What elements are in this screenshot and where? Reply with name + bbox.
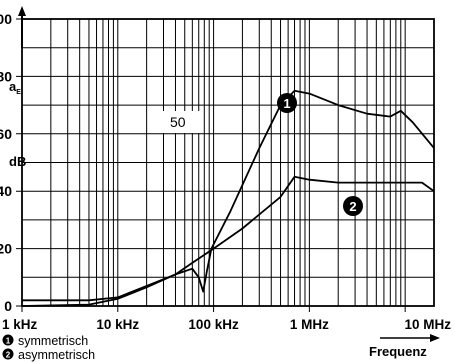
y-axis-unit: dB (9, 154, 26, 169)
legend-marker-2 (2, 348, 14, 360)
series-1-line (22, 89, 435, 302)
curves (21, 89, 435, 307)
grid: 0 20 40 60 80 100 1 kHz 10 kHz 100 kHz 1 MHz 10 MH… (0, 11, 451, 332)
x-tick-label: 1 kHz (2, 317, 38, 332)
x-tick-label: 1 MHz (290, 317, 329, 332)
legend-marker-1-number: 1 (6, 337, 11, 346)
legend: 1 symmetrisch 2 asymmetrisch (2, 334, 95, 362)
legend-marker-1 (2, 334, 14, 346)
curve-2-marker-circle (343, 196, 363, 216)
plot-frame (21, 18, 435, 307)
y-tick-label: 0 (4, 298, 12, 314)
y-tick-label: 60 (0, 126, 12, 142)
x-tick-label: 100 kHz (188, 317, 239, 332)
x-tick-label: 10 MHz (404, 317, 451, 332)
legend-item-asymmetrisch: 2 asymmetrisch (2, 348, 95, 362)
annotation-background (156, 111, 202, 133)
annotation-label: 50 (170, 114, 186, 130)
y-tick-label: 80 (0, 68, 12, 84)
x-axis-label: Frequenz (369, 344, 427, 359)
curve-2-marker-number: 2 (349, 199, 356, 214)
legend-marker-2-number: 2 (6, 351, 11, 360)
series-2-line (21, 175, 435, 307)
x-tick-label: 10 kHz (96, 317, 139, 332)
y-axis-arrow-head (18, 6, 26, 16)
curve-2-marker: 2 (343, 196, 363, 216)
y-tick-label: 20 (0, 241, 12, 257)
curve-1-marker-circle (277, 93, 297, 113)
curve-1-marker: 1 (277, 93, 297, 113)
y-tick-label: 100 (0, 11, 12, 27)
x-axis-arrow-head (430, 334, 440, 342)
y-tick-label: 40 (0, 183, 12, 199)
curve-1-marker-number: 1 (283, 96, 290, 111)
legend-label-asymmetrisch: asymmetrisch (18, 348, 95, 362)
legend-item-symmetrisch: 1 symmetrisch (2, 334, 88, 348)
legend-label-symmetrisch: symmetrisch (18, 334, 88, 348)
y-axis-symbol: aE (9, 79, 21, 96)
